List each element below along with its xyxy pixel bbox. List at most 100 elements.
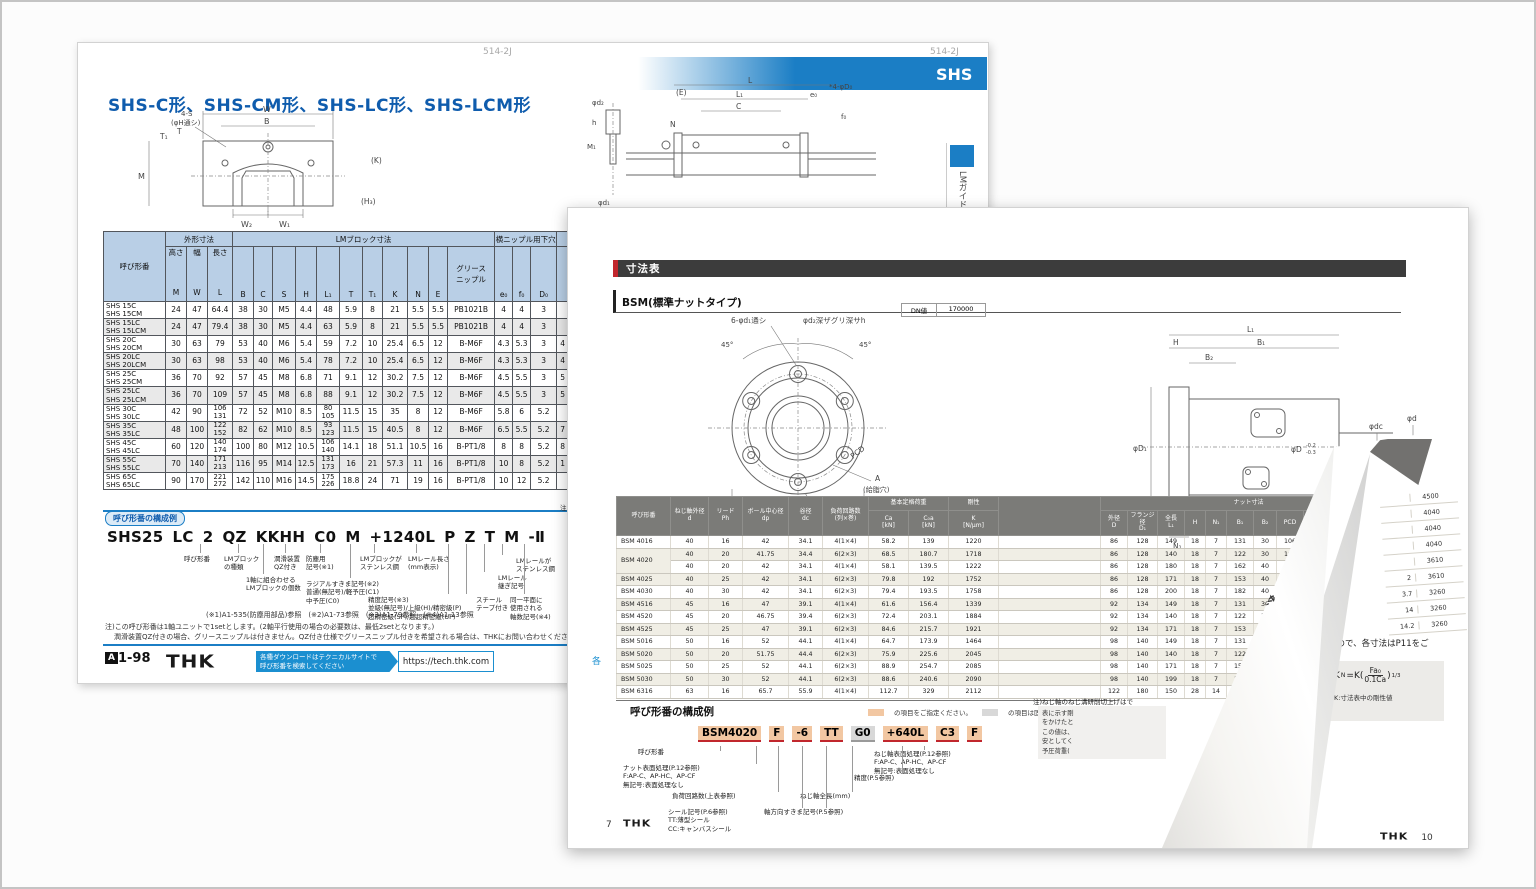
formula-sub: N [1340,672,1346,680]
table-cell: 24 [165,300,187,320]
table-cell: 180.7 [907,547,950,561]
tech-site-url[interactable]: https://tech.thk.com [398,651,494,672]
table-cell: 92 [1100,610,1129,624]
svg-text:(E): (E) [676,88,687,97]
table-cell: 98 [1100,635,1129,649]
table-cell: M5 [272,318,297,337]
connector-line [778,746,779,792]
table-cell: 2112 [948,685,1000,699]
table-cell: 42 [742,535,789,549]
table-cell: 61.6 [868,597,909,611]
table-cell: 225.6 [907,647,950,661]
model-part-label: シール記号(P.6参照) TT:薄型シール CC:キャンバスシール [668,808,732,833]
table-cell: 25.4 [382,335,409,354]
table-cell: 122 152 [206,420,234,439]
table-cell: 28 [1184,685,1207,699]
model-part-label: ねじ軸表面処理(P.12参照) F:AP-C、AP-HC、AP-CF 無記号:表面処… [874,750,951,775]
table-cell: 93 123 [316,420,341,439]
footnote-refs: (※1)A1-535(防塵用部品)参照 (※2)A1-73参照 (※3)A1-7… [206,611,474,619]
table-cell: 7.2 [339,335,364,354]
table-cell: 12.5 [295,454,318,473]
table-cell: 95 [253,454,274,473]
column-header: K [N/μm] [948,510,1000,536]
model-segment: LC [172,528,194,546]
table-cell: 52 [253,403,274,422]
table-cell: 8 [362,318,384,337]
table-cell: 171 [1157,572,1186,586]
table-cell: 84.6 [868,622,909,636]
column-header: C₀a [kN] [907,510,950,536]
table-cell: 79.4 [206,318,234,337]
table-cell: 40 [253,335,274,354]
table-cell: 63 [316,318,341,337]
table-cell: M10 [272,420,297,439]
table-cell: 8 [494,437,514,456]
under-table-header-fragment [1370,439,1432,485]
table-cell: 5.8 [494,403,514,422]
svg-text:L₁: L₁ [1247,325,1254,334]
edge-fragment: 各 [592,657,602,667]
table-cell: 9.1 [339,369,364,388]
svg-text:N: N [670,120,676,129]
table-cell: 21 [382,300,409,320]
table-cell: 80 [253,437,274,456]
model-name-cell: BSM 6316 [616,685,671,699]
table-cell: 5.5 [428,300,449,320]
formula-box: KN=K( Fa₀ 0.1Ca ) 1/3 K:寸法表中の剛性値 [1328,661,1444,721]
table-cell: 45 [670,622,709,636]
table-cell: 7 [1205,610,1228,624]
formula-fraction: Fa₀ 0.1Ca [1364,666,1386,685]
table-cell: 36 [165,369,187,388]
model-name-cell: BSM 4516 [616,597,671,611]
table-cell: 40 [670,585,709,599]
note-line: 予圧荷重( [1042,747,1070,755]
model-segment: C0 [314,528,337,546]
svg-text:φd₁: φd₁ [598,199,610,207]
table-cell: 10.5 [407,437,430,456]
table-cell: 4.3 [494,352,514,371]
model-part-label: スチール テープ付き [476,596,509,613]
model-segment: T [484,528,496,546]
svg-text:PCD: PCD [849,444,867,461]
table-cell: 182 [1226,585,1255,599]
table-cell: 16 [428,471,449,491]
shs-dimension-table: 呼び形番 外形寸法 LMブロック寸法 横ニップル用下穴 高さ M 幅 W 長さ L B C S H L₁ T T… [103,231,568,491]
table-cell: 40 [670,535,709,549]
table-cell: 70 [165,454,187,473]
table-cell: 140 [1157,647,1186,661]
table-cell: 57 [232,369,255,388]
model-part-label: LMレールが ステンレス鋼 [516,557,555,574]
model-part-label: 負荷回路数(上表参照) [672,792,736,800]
table-cell: 25 [708,660,743,674]
table-cell: 50 [670,635,709,649]
table-cell: 19 [407,471,430,491]
table-cell: 18 [1184,622,1207,636]
table-cell [998,560,1102,574]
table-row: SHS 45C SHS 45LC 60 120 140 174 100 80 M12 10.5 10… [103,437,568,456]
table-cell: 4(1×4) [822,597,869,611]
table-cell: 30.2 [382,386,409,405]
table-row: SHS 20LC SHS 20LCM 30 63 98 53 40 M6 5.4 78 7.2 10 2… [103,352,568,371]
table-cell: 149 [1157,535,1186,549]
table-cell: 30 [1253,535,1278,549]
table-cell: 47 [742,622,789,636]
model-segment: SHS25 [107,528,164,546]
table-cell: 100 [186,420,208,439]
table-cell: 7 [1205,660,1228,674]
svg-text:φd₂: φd₂ [592,99,604,107]
table-cell [998,647,1102,661]
table-cell: PB1021B [447,318,496,337]
table-cell: 44.4 [788,647,823,661]
table-cell: 4(1×4) [822,635,869,649]
model-part-label: LMレール 継ぎ記号 [498,574,527,591]
table-cell: 16 [339,454,364,473]
table-cell: 5.5 [512,386,532,405]
table-row: BSM 5030 50 30 52 44.1 6(2×3) 88.6 240.6 2090 98 1… [616,672,1398,686]
table-cell: 200 [1157,585,1186,599]
table-cell: 92 [1100,597,1129,611]
table-cell: 18 [1184,572,1207,586]
table-cell: 134 [1127,622,1159,636]
example-rule [616,700,1116,701]
model-part-label: 防塵用 記号(※1) [306,555,334,572]
header-band [638,57,987,90]
